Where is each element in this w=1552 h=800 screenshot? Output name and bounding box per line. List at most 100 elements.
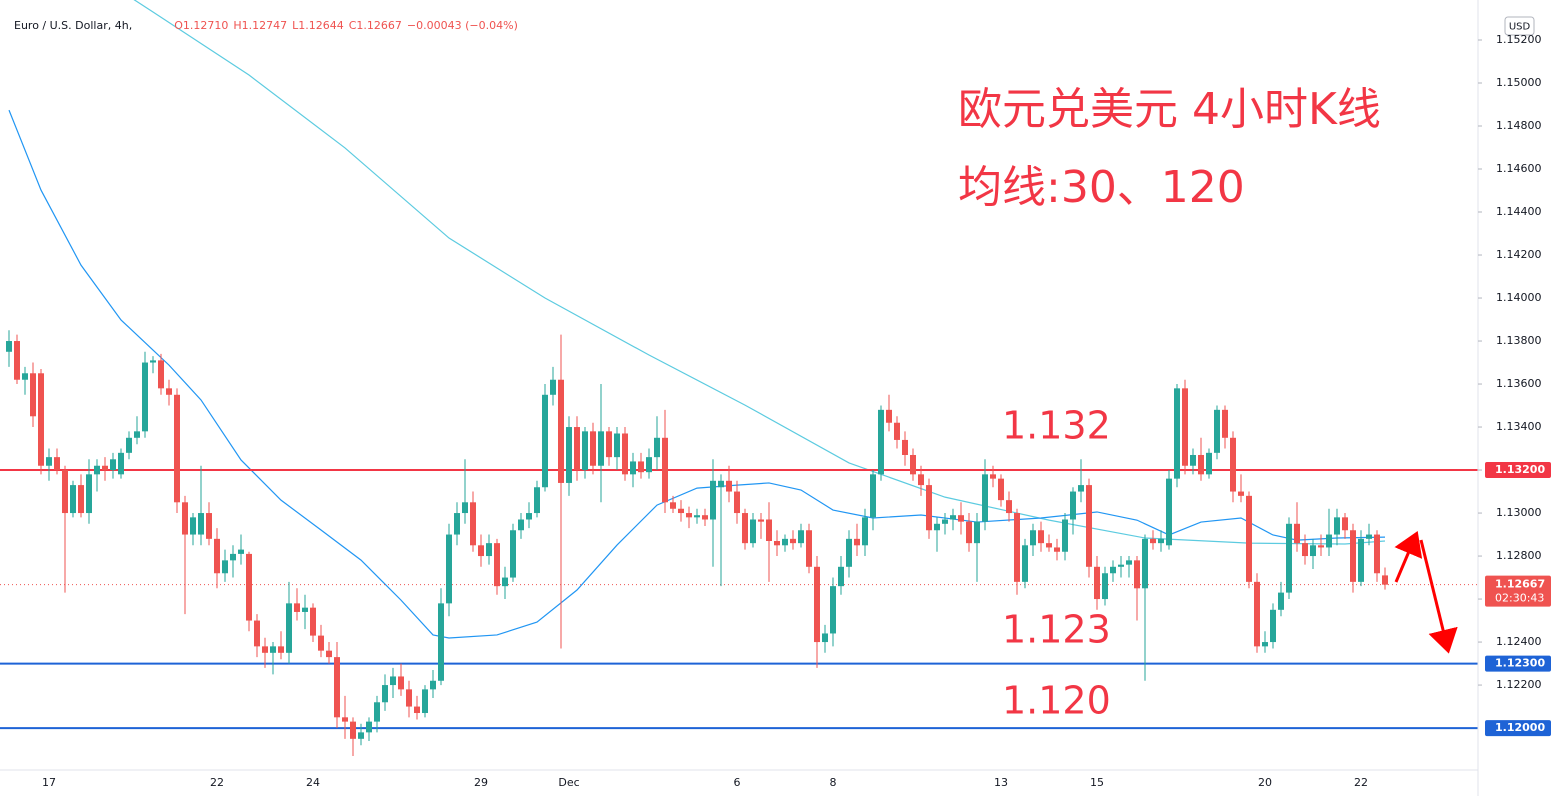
candle-body	[1214, 409, 1220, 453]
candle-body	[846, 538, 852, 567]
candle-body	[334, 657, 340, 718]
candle-body	[390, 676, 396, 686]
candle-body	[902, 439, 908, 455]
candle-body	[214, 538, 220, 574]
countdown: 02:30:43	[1495, 592, 1544, 605]
candle-body	[942, 519, 948, 524]
candle-body	[550, 379, 556, 395]
candle-body	[246, 553, 252, 621]
candle-body	[198, 513, 204, 535]
candle-body	[1382, 575, 1388, 585]
level-label-box	[1485, 720, 1551, 737]
candle-body	[790, 538, 796, 544]
x-tick-label: 24	[306, 776, 320, 789]
candle-body	[1126, 560, 1132, 565]
candle-body	[150, 360, 156, 363]
x-tick-label: 13	[994, 776, 1008, 789]
candle-body	[158, 360, 164, 389]
candle-body	[574, 427, 580, 471]
candle-body	[654, 437, 660, 458]
candle-body	[462, 502, 468, 514]
candle-body	[1238, 491, 1244, 496]
candle-body	[230, 553, 236, 561]
candle-body	[1198, 454, 1204, 475]
y-tick-label: 1.14600	[1496, 162, 1542, 175]
y-tick-label: 1.14200	[1496, 248, 1542, 261]
candle-body	[1166, 478, 1172, 546]
candle-body	[966, 521, 972, 544]
candle-body	[374, 702, 380, 722]
candle-body	[430, 680, 436, 690]
candle-body	[414, 706, 420, 714]
candle-body	[206, 513, 212, 539]
y-tick-label: 1.14800	[1496, 119, 1542, 132]
level-label: 1.13200	[1495, 463, 1545, 476]
candle-body	[86, 474, 92, 514]
candle-body	[406, 689, 412, 707]
y-tick-label: 1.13800	[1496, 334, 1542, 347]
candle-body	[598, 431, 604, 466]
candle-body	[758, 519, 764, 522]
candle-body	[1366, 534, 1372, 539]
currency[interactable]: USD	[1509, 22, 1531, 33]
candle-body	[798, 530, 804, 544]
candle-body	[582, 431, 588, 471]
x-tick-label: 8	[830, 776, 837, 789]
annotation-title: 欧元兑美元 4小时K线	[958, 84, 1381, 135]
candle-body	[110, 459, 116, 471]
candle-body	[1174, 388, 1180, 479]
candle-body	[1334, 517, 1340, 535]
symbol: Euro / U.S. Dollar, 4h,	[14, 19, 132, 32]
candle-body	[1254, 581, 1260, 647]
candle-body	[190, 517, 196, 535]
candle-body	[30, 373, 36, 417]
candle-body	[590, 431, 596, 466]
candle-body	[6, 341, 12, 352]
candle-body	[678, 508, 684, 514]
candle-body	[350, 721, 356, 739]
candle-body	[1182, 388, 1188, 466]
candle-body	[54, 457, 60, 471]
candle-body	[1014, 513, 1020, 582]
change: −0.00043 (−0.04%)	[407, 19, 518, 32]
candle-body	[958, 515, 964, 522]
x-tick-label: Dec	[558, 776, 579, 789]
candle-body	[750, 519, 756, 544]
y-tick-label: 1.15200	[1496, 33, 1542, 46]
candle-body	[814, 566, 820, 643]
candle-body	[286, 603, 292, 653]
currency-box[interactable]	[1504, 16, 1535, 36]
candle-body	[126, 437, 132, 453]
candle-body	[686, 513, 692, 518]
candle-body	[78, 485, 84, 514]
candle-body	[982, 474, 988, 522]
candle-body	[718, 480, 724, 488]
candle-body	[622, 433, 628, 475]
candle-body	[862, 517, 868, 546]
candle-body	[398, 676, 404, 690]
y-tick-label: 1.14000	[1496, 291, 1542, 304]
candle-body	[1078, 485, 1084, 492]
x-tick-label: 22	[1354, 776, 1368, 789]
y-tick-label: 1.13000	[1496, 506, 1542, 519]
candle-body	[542, 394, 548, 488]
candle-body	[510, 530, 516, 578]
level-label: 1.12300	[1495, 657, 1545, 670]
candle-body	[1190, 454, 1196, 466]
candle-body	[782, 538, 788, 546]
x-tick-label: 29	[474, 776, 488, 789]
y-tick-label: 1.14400	[1496, 205, 1542, 218]
candle-body	[494, 543, 500, 587]
candle-body	[262, 646, 268, 653]
candle-body	[558, 379, 564, 483]
x-tick-label: 20	[1258, 776, 1272, 789]
candle-body	[62, 470, 68, 514]
open: O1.12710	[174, 19, 228, 32]
candle-body	[1006, 500, 1012, 514]
candle-body	[134, 431, 140, 438]
arrow-up	[1394, 530, 1423, 583]
candle-body	[694, 515, 700, 518]
candle-body	[1358, 538, 1364, 582]
candle-body	[822, 633, 828, 643]
